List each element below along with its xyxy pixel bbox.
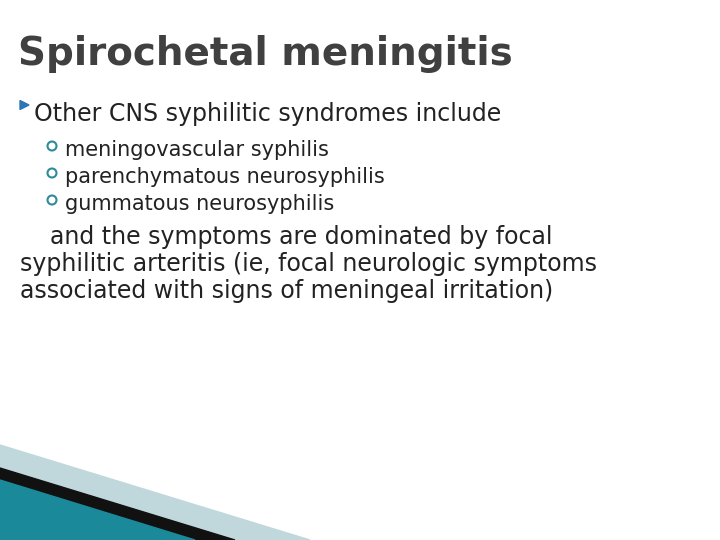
Text: and the symptoms are dominated by focal: and the symptoms are dominated by focal [20, 225, 552, 249]
Polygon shape [0, 445, 310, 540]
Text: associated with signs of meningeal irritation): associated with signs of meningeal irrit… [20, 279, 553, 303]
Polygon shape [20, 100, 29, 110]
Text: Spirochetal meningitis: Spirochetal meningitis [18, 35, 513, 73]
Text: syphilitic arteritis (ie, focal neurologic symptoms: syphilitic arteritis (ie, focal neurolog… [20, 252, 597, 276]
Text: meningovascular syphilis: meningovascular syphilis [65, 140, 329, 160]
Text: Other CNS syphilitic syndromes include: Other CNS syphilitic syndromes include [34, 102, 501, 125]
Polygon shape [0, 480, 195, 540]
Polygon shape [0, 468, 235, 540]
Text: parenchymatous neurosyphilis: parenchymatous neurosyphilis [65, 167, 384, 187]
Text: gummatous neurosyphilis: gummatous neurosyphilis [65, 194, 334, 214]
